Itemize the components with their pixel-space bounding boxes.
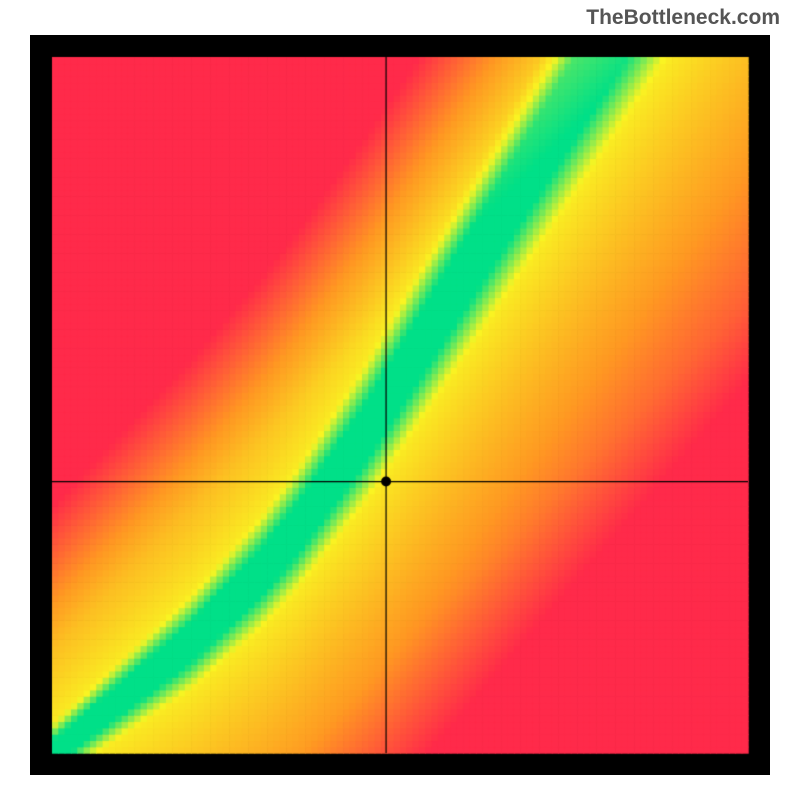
attribution-text: TheBottleneck.com bbox=[586, 6, 780, 30]
heatmap-frame bbox=[30, 35, 770, 775]
heatmap-canvas bbox=[30, 35, 770, 775]
figure-container: TheBottleneck.com bbox=[0, 0, 800, 800]
